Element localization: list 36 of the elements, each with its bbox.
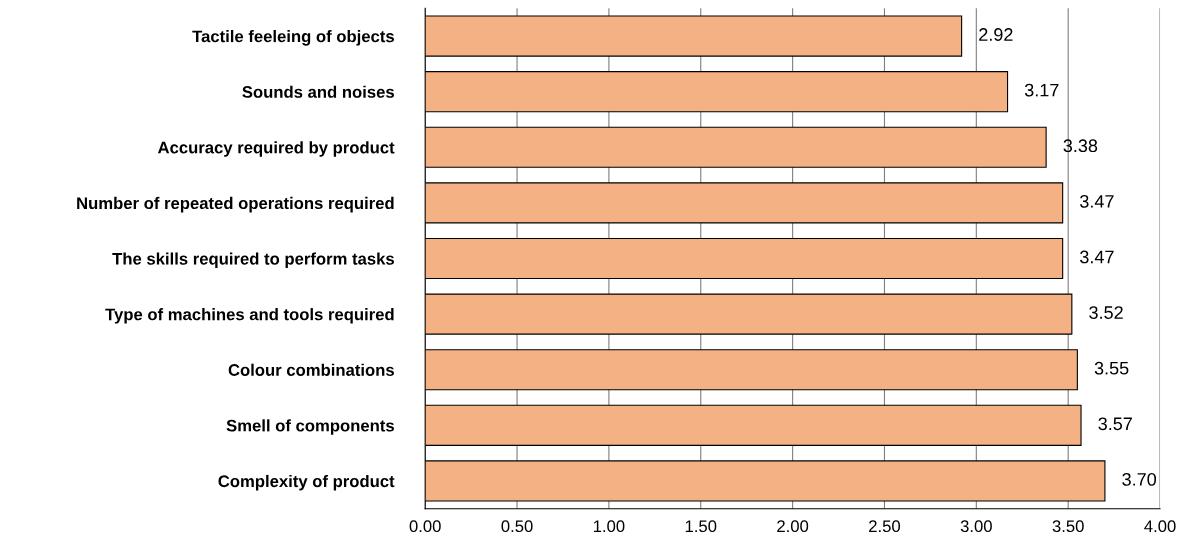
y-tick-label: Type of machines and tools required [105, 308, 394, 324]
x-tick-label: 3.50 [1052, 520, 1084, 533]
bar [425, 460, 1106, 502]
y-tick-label: Colour combinations [228, 363, 394, 376]
x-tick-label: 1.50 [685, 520, 717, 533]
y-tick-label: Accuracy required by product [157, 141, 395, 157]
y-tick-label: Tactile feeleing of objects [192, 30, 394, 46]
data-label: 3.57 [1098, 417, 1132, 431]
bar [425, 71, 1009, 113]
y-tick-label: Smell of components [226, 419, 394, 435]
bar [425, 126, 1047, 168]
bar [425, 237, 1064, 280]
data-label: 3.55 [1094, 361, 1129, 375]
x-tick-label: 0.00 [409, 520, 441, 533]
bar [425, 349, 1078, 391]
data-label: 3.17 [1024, 83, 1059, 97]
data-label: 3.47 [1080, 194, 1114, 208]
y-tick-label: The skills required to perform tasks [112, 252, 394, 268]
data-label: 3.38 [1063, 139, 1098, 153]
data-label: 2.92 [979, 28, 1013, 41]
x-tick-label: 2.50 [869, 520, 901, 533]
y-tick-label: Sounds and noises [242, 85, 394, 98]
y-tick-label: Number of repeated operations required [77, 196, 394, 213]
x-tick-label: 0.50 [501, 520, 533, 533]
bar [425, 182, 1064, 224]
data-label: 3.47 [1080, 250, 1114, 264]
data-label: 3.52 [1089, 306, 1123, 319]
y-tick-label: Complexity of product [218, 474, 395, 491]
x-tick-label: 4.00 [1144, 520, 1176, 533]
data-label: 3.70 [1122, 473, 1157, 486]
bar [425, 293, 1073, 335]
x-tick-label: 3.00 [960, 520, 992, 533]
bar [425, 15, 963, 57]
bar [425, 404, 1082, 446]
x-tick-label: 2.00 [777, 520, 809, 533]
x-tick-label: 1.00 [593, 520, 625, 533]
